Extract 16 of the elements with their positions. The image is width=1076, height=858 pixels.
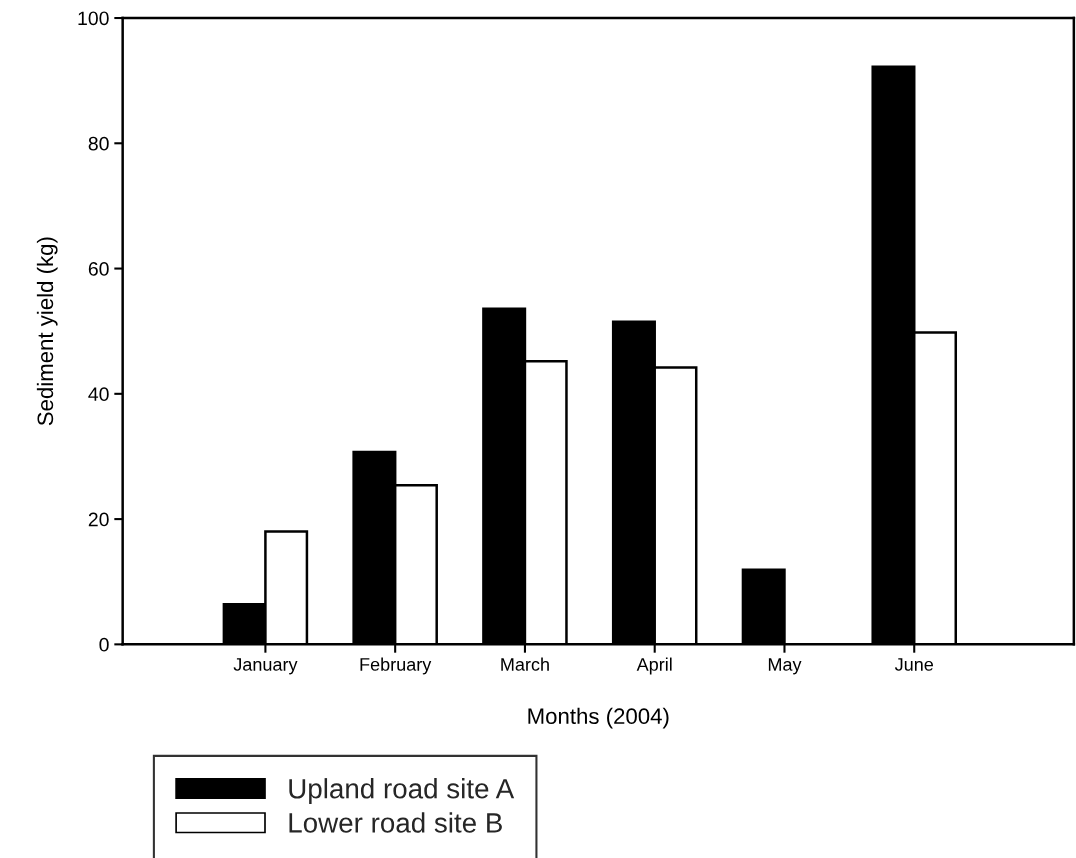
y-tick-label: 60 <box>88 262 109 276</box>
y-tick-label: 80 <box>88 136 109 151</box>
legend-label: Lower road site B <box>289 812 502 833</box>
x-tick-label: January <box>233 658 298 675</box>
x-tick-label: May <box>768 658 802 675</box>
x-tick-label: February <box>360 657 432 675</box>
y-tick-label: 40 <box>88 387 109 402</box>
y-axis-title: Sediment yield (kg) <box>36 237 58 426</box>
y-tick-label: 20 <box>88 512 109 527</box>
x-tick-label: April <box>636 657 672 675</box>
y-tick-label: 0 <box>99 637 109 652</box>
legend-label: Upland road site A <box>289 778 515 805</box>
x-tick-label: March <box>501 657 549 671</box>
y-tick-label: 100 <box>78 11 109 26</box>
x-axis-title: Months (2004) <box>528 707 669 729</box>
x-tick-label: June <box>894 658 934 671</box>
